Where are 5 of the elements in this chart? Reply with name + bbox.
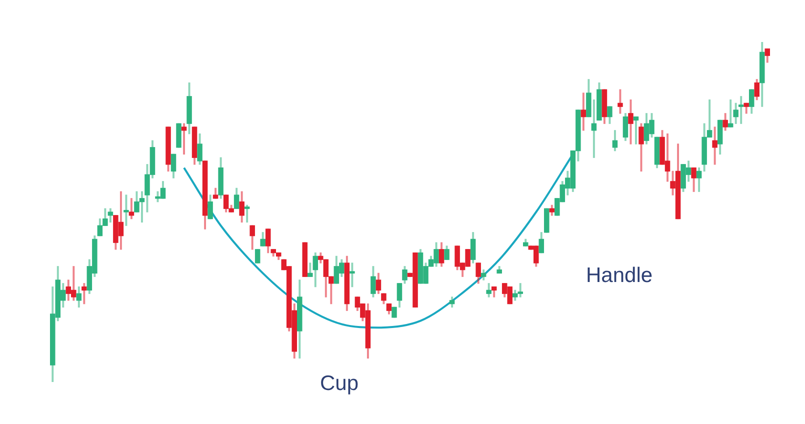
candlestick bbox=[738, 96, 744, 124]
candlestick bbox=[124, 194, 129, 226]
candlestick bbox=[350, 262, 355, 288]
annotation: Cup bbox=[320, 372, 359, 396]
annotation: Handle bbox=[586, 264, 653, 288]
